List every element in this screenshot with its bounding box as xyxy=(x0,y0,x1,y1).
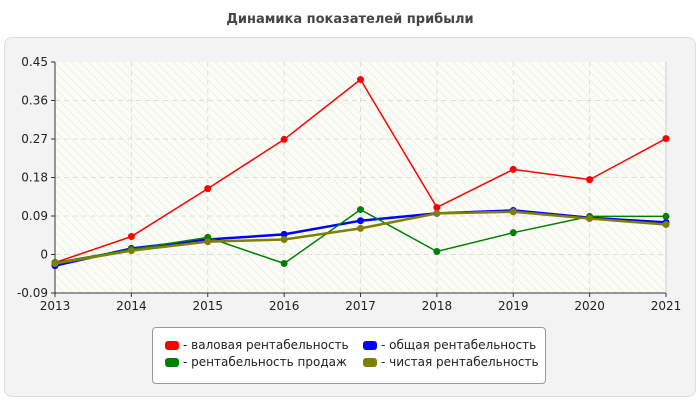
x-tick-label: 2016 xyxy=(269,299,300,313)
data-point xyxy=(357,76,364,84)
legend-item: - рентабельность продаж xyxy=(165,355,347,369)
data-point xyxy=(662,221,670,229)
x-tick-label: 2013 xyxy=(40,299,71,313)
chart-title: Динамика показателей прибыли xyxy=(226,12,474,27)
y-tick-label: 0.45 xyxy=(21,55,48,69)
data-point xyxy=(433,209,441,217)
y-tick-label: 0 xyxy=(40,248,48,262)
legend: - валовая рентабельность - общая рентабе… xyxy=(152,327,546,384)
y-tick-label: 0.09 xyxy=(21,209,48,223)
data-point xyxy=(204,185,212,193)
data-point xyxy=(662,212,670,220)
y-tick-label: 0.18 xyxy=(21,171,48,185)
data-point xyxy=(509,165,517,173)
y-tick-label: -0.09 xyxy=(17,286,48,300)
data-point xyxy=(357,206,364,214)
x-tick-label: 2014 xyxy=(116,299,147,313)
x-tick-label: 2015 xyxy=(192,299,223,313)
data-point xyxy=(433,248,441,256)
data-point xyxy=(586,176,594,184)
data-point xyxy=(127,247,135,255)
y-tick-label: 0.27 xyxy=(21,132,48,146)
data-point xyxy=(509,208,517,216)
x-tick-label: 2018 xyxy=(422,299,453,313)
data-point xyxy=(127,233,135,241)
data-point xyxy=(662,135,670,143)
x-tick-label: 2019 xyxy=(498,299,529,313)
legend-item: - чистая рентабельность xyxy=(363,355,539,369)
data-point xyxy=(357,224,364,232)
data-point xyxy=(509,229,517,237)
data-point xyxy=(280,230,288,238)
data-point xyxy=(280,259,288,267)
y-tick-label: 0.36 xyxy=(21,94,48,108)
x-tick-label: 2020 xyxy=(574,299,605,313)
legend-swatch xyxy=(363,340,377,350)
legend-swatch xyxy=(165,340,179,350)
data-point xyxy=(433,203,441,211)
legend-swatch xyxy=(165,357,179,367)
x-tick-label: 2021 xyxy=(651,299,682,313)
data-point xyxy=(586,215,594,223)
legend-swatch xyxy=(363,357,377,367)
data-point xyxy=(51,259,59,267)
legend-item: - валовая рентабельность xyxy=(165,338,349,352)
x-tick-label: 2017 xyxy=(345,299,376,313)
data-point xyxy=(204,238,212,246)
legend-item: - общая рентабельность xyxy=(363,338,536,352)
data-point xyxy=(280,135,288,143)
data-point xyxy=(357,217,364,225)
data-point xyxy=(280,236,288,244)
